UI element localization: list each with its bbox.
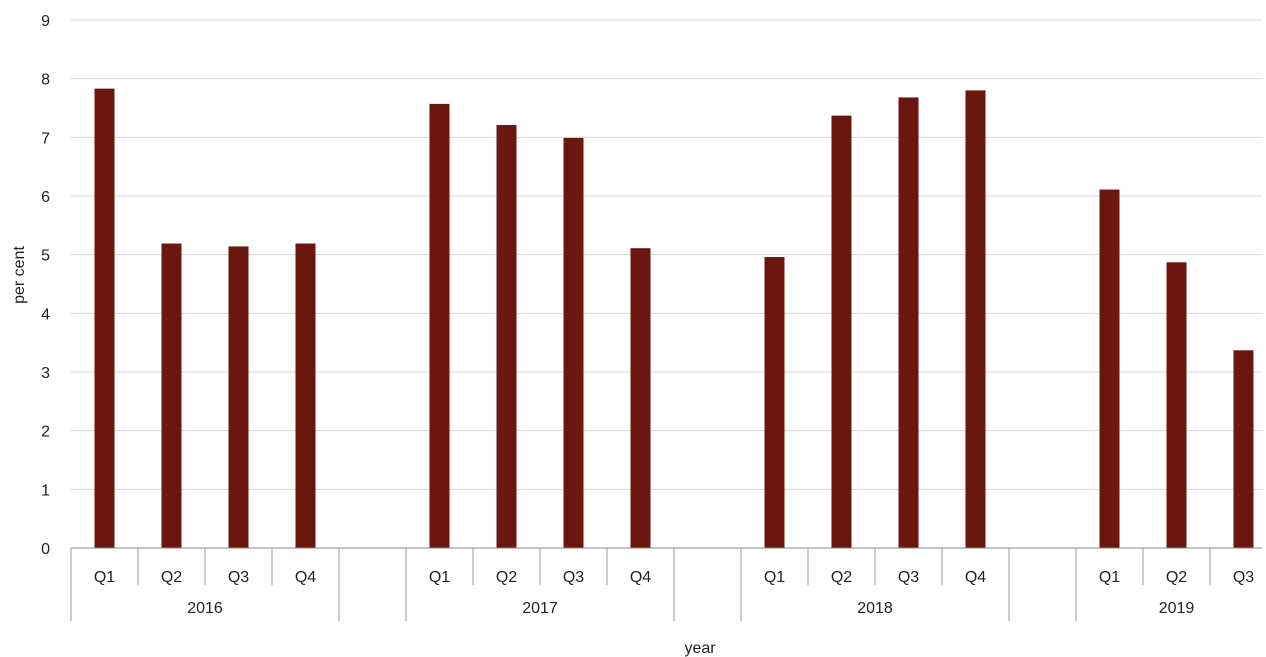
y-tick-label: 2 (41, 424, 50, 441)
bars (94, 88, 1254, 549)
bar (764, 257, 785, 548)
bar (630, 248, 651, 549)
x-tick-label: Q2 (496, 569, 517, 586)
y-tick-label: 4 (41, 306, 50, 323)
gridlines (71, 19, 1262, 490)
x-axis-title: year (684, 640, 716, 657)
x-tick-label: Q3 (228, 569, 249, 586)
y-tick-label: 6 (41, 189, 50, 206)
y-tick-label: 5 (41, 248, 50, 265)
x-tick-label: Q4 (295, 569, 316, 586)
bar (898, 97, 919, 548)
bar (563, 137, 584, 549)
bar (1099, 189, 1120, 548)
bar (831, 115, 852, 549)
x-tick-label: Q1 (429, 569, 450, 586)
y-axis-ticks: 0 1 2 3 4 5 6 7 8 9 (41, 13, 50, 558)
bar (295, 243, 316, 548)
bar (94, 88, 115, 548)
x-group-label: 2019 (1159, 600, 1195, 617)
x-tick-label: Q3 (1233, 569, 1254, 586)
x-tick-label: Q2 (831, 569, 852, 586)
bar (429, 103, 450, 548)
x-group-label: 2016 (187, 600, 223, 617)
x-group-label: 2017 (522, 600, 558, 617)
bar (228, 246, 249, 548)
y-tick-label: 7 (41, 130, 50, 147)
x-tick-label: Q1 (764, 569, 785, 586)
y-tick-label: 1 (41, 482, 50, 499)
x-axis: Q1 Q2 Q3 Q4 2016 Q1 Q2 Q3 Q4 2017 Q1 Q2 Q3 Q4 2018 Q1 Q2… (70, 547, 1262, 621)
bar (496, 125, 517, 548)
y-tick-label: 3 (41, 365, 50, 382)
bar (965, 90, 986, 549)
x-tick-label: Q3 (563, 569, 584, 586)
y-tick-label: 8 (41, 72, 50, 89)
x-tick-label: Q1 (1099, 569, 1120, 586)
x-tick-label: Q1 (94, 569, 115, 586)
y-tick-label: 0 (41, 541, 50, 558)
x-tick-label: Q2 (161, 569, 182, 586)
x-tick-label: Q4 (630, 569, 651, 586)
x-tick-label: Q4 (965, 569, 986, 586)
y-tick-label: 9 (41, 13, 50, 30)
y-axis-title: per cent (11, 246, 28, 304)
bar (1166, 262, 1187, 548)
x-tick-label: Q2 (1166, 569, 1187, 586)
x-group-label: 2018 (857, 600, 893, 617)
bar (161, 243, 182, 548)
x-tick-label: Q3 (898, 569, 919, 586)
bar (1233, 350, 1254, 548)
